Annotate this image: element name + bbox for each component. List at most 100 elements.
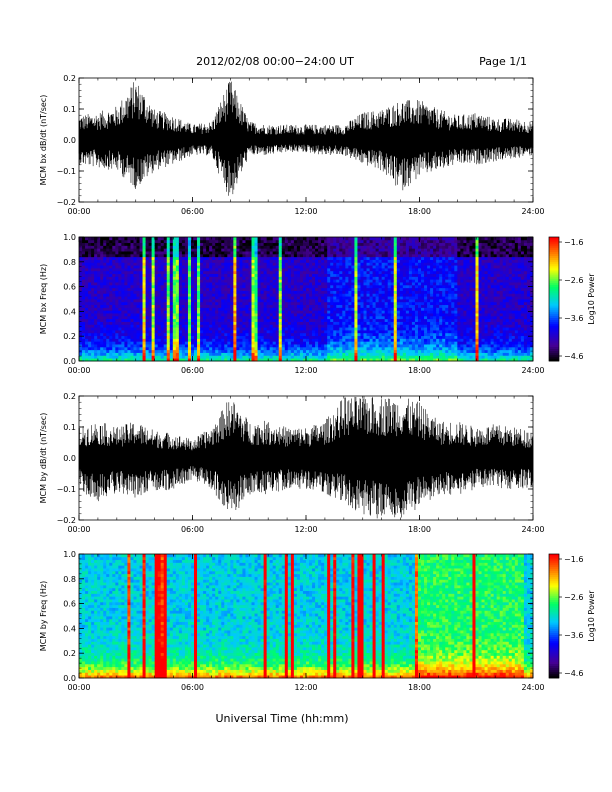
spectrogram-cell [209, 332, 213, 337]
spectrogram-cell [393, 287, 398, 291]
spectrogram-cell [136, 256, 140, 260]
spectrogram-cell [197, 253, 201, 258]
spectrogram-cell [257, 293, 261, 297]
spectrogram-cell [233, 318, 237, 322]
spectrogram-cell [121, 344, 125, 348]
spectrogram-cell [302, 293, 307, 297]
spectrogram-cell [302, 270, 307, 275]
spectrogram-cell [151, 318, 156, 322]
spectrogram-cell [212, 282, 216, 286]
spectrogram-cell [278, 301, 283, 306]
spectrogram-cell [212, 262, 216, 266]
spectrogram-cell [224, 344, 228, 348]
spectrogram-cell [366, 318, 370, 322]
spectrogram-cell [157, 239, 162, 244]
spectrogram-cell [248, 327, 252, 331]
spectrogram-cell [230, 237, 234, 241]
spectrogram-cell [312, 296, 316, 300]
x-tick-label-0: 18:00 [408, 207, 431, 216]
spectrogram-cell [79, 307, 83, 311]
spectrogram-cell [342, 268, 346, 272]
spectrogram-cell [339, 315, 343, 320]
spectrogram-cell [263, 310, 268, 314]
spectrogram-cell [257, 358, 261, 362]
spectrogram-cell [187, 341, 192, 345]
spectrogram-cell [154, 259, 159, 263]
spectrogram-cell [215, 251, 219, 255]
spectrogram-cell [233, 299, 237, 303]
spectrogram-cell [215, 327, 219, 331]
spectrogram-cell [157, 242, 162, 246]
spectrogram-cell [242, 344, 246, 348]
spectrogram-cell [103, 282, 107, 286]
spectrogram-cell [190, 341, 195, 345]
spectrogram-cell [360, 324, 364, 328]
spectrogram-cell [345, 273, 349, 277]
spectrogram-cell [106, 327, 110, 331]
spectrogram-cell [88, 315, 92, 320]
spectrogram-cell [112, 338, 116, 342]
spectrogram-cell [212, 346, 216, 351]
spectrogram-cell [100, 307, 104, 311]
spectrogram-cell [148, 256, 153, 260]
spectrogram-cell [109, 335, 113, 339]
spectrogram-cell [100, 237, 104, 241]
spectrogram-cell [312, 327, 316, 331]
spectrogram-cell [287, 299, 292, 303]
spectrogram-cell [115, 293, 119, 297]
spectrogram-cell [184, 355, 189, 359]
spectrogram-cell [402, 304, 407, 308]
spectrogram-cell [85, 321, 89, 325]
spectrogram-cell [275, 268, 280, 272]
spectrogram-cell [175, 318, 180, 322]
spectrogram-cell [148, 355, 153, 359]
spectrogram-cell [324, 259, 328, 263]
spectrogram-cell [106, 321, 110, 325]
spectrogram-cell [139, 310, 143, 314]
spectrogram-cell [351, 251, 355, 255]
spectrogram-cell [390, 358, 395, 362]
spectrogram-cell [266, 287, 271, 291]
spectrogram-cell [357, 318, 361, 322]
spectrogram-cell [124, 293, 128, 297]
spectrogram-cell [181, 344, 186, 348]
spectrogram-cell [360, 318, 364, 322]
spectrogram-cell [408, 327, 413, 331]
spectrogram-cell [157, 338, 162, 342]
spectrogram-cell [239, 237, 243, 241]
spectrogram-cell [393, 237, 398, 241]
spectrogram-cell [215, 349, 219, 353]
spectrogram-cell [312, 245, 316, 249]
spectrogram-cell [136, 355, 140, 359]
spectrogram-cell [290, 256, 295, 260]
spectrogram-cell [396, 251, 401, 255]
spectrogram-cell [324, 310, 328, 314]
spectrogram-cell [190, 279, 195, 283]
spectrogram-cell [148, 301, 153, 306]
spectrogram-cell [348, 352, 352, 356]
spectrogram-cell [127, 296, 131, 300]
spectrogram-cell [372, 293, 377, 297]
spectrogram-cell [302, 352, 307, 356]
spectrogram-cell [206, 324, 210, 328]
spectrogram-cell [272, 304, 277, 308]
spectrogram-cell [215, 313, 219, 317]
spectrogram-cell [118, 287, 122, 291]
spectrogram-cell [324, 338, 328, 342]
spectrogram-cell [366, 273, 370, 277]
spectrogram-cell [97, 321, 101, 325]
spectrogram-cell [194, 358, 198, 362]
spectrogram-cell [115, 253, 119, 258]
spectrogram-cell [106, 248, 110, 252]
spectrogram-cell [263, 282, 268, 286]
spectrogram-cell [354, 239, 358, 244]
spectrogram-cell [396, 341, 401, 345]
spectrogram-cell [354, 327, 358, 331]
spectrogram-cell [197, 268, 201, 272]
spectrogram-cell [154, 310, 159, 314]
spectrogram-cell [209, 330, 213, 334]
spectrogram-cell [411, 299, 416, 303]
spectrogram-cell [357, 327, 361, 331]
spectrogram-cell [366, 321, 370, 325]
spectrogram-cell [375, 287, 380, 291]
